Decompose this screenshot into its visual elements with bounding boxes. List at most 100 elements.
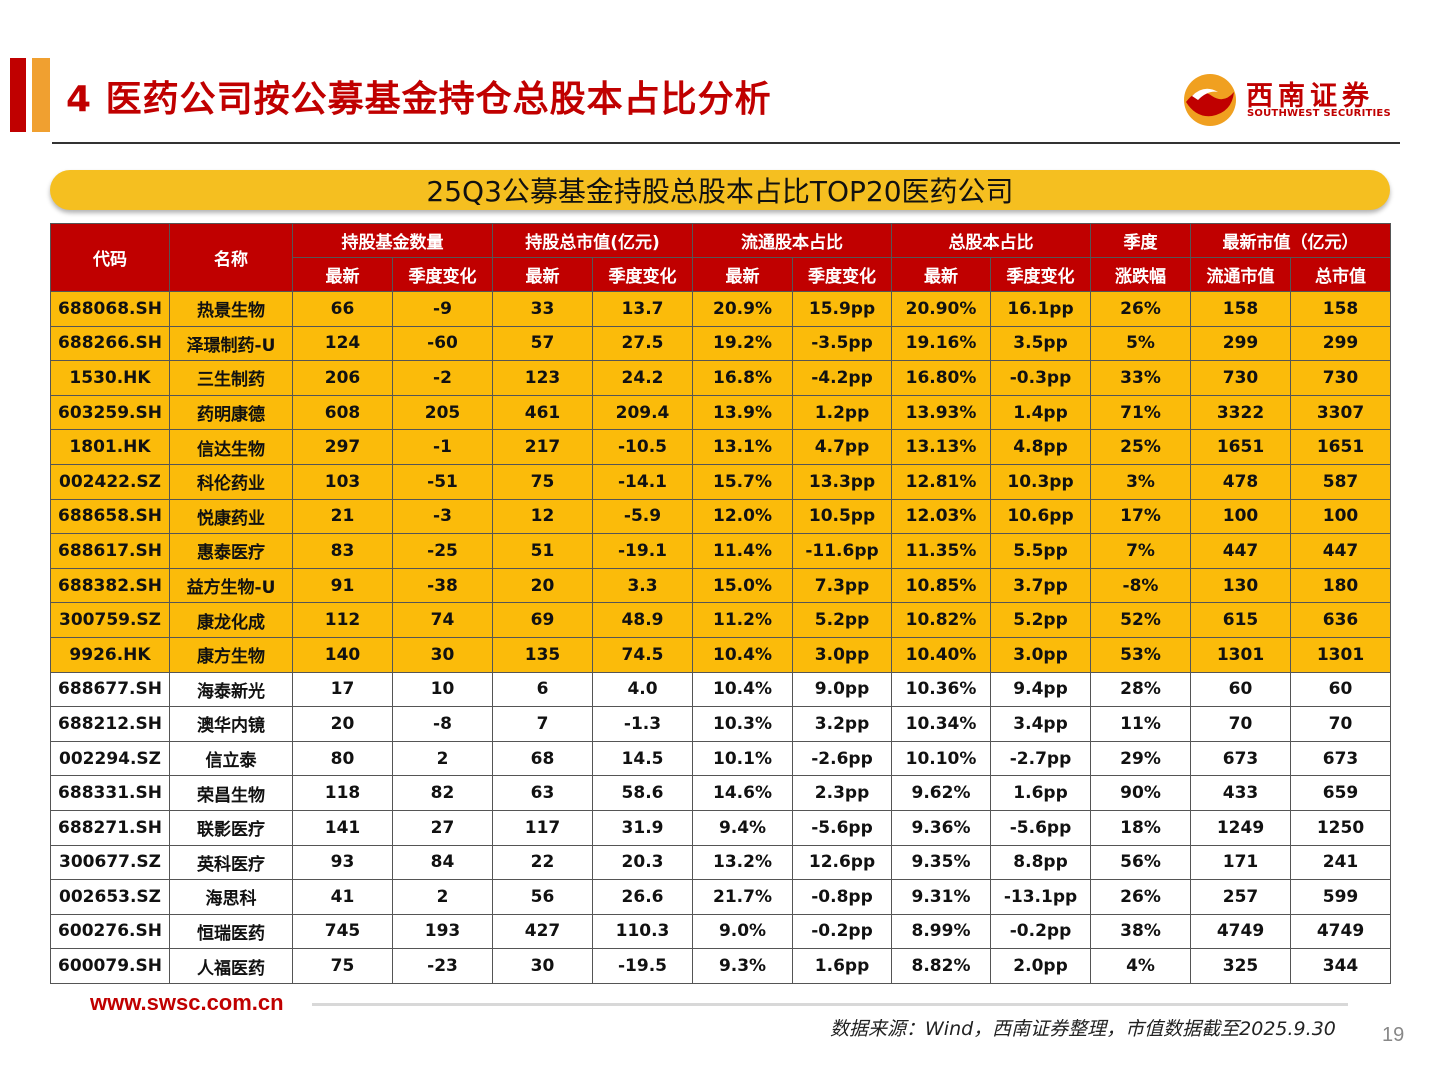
value-cell: 1.4pp [990,394,1092,431]
subheader-value-latest: 最新 [492,257,593,292]
subheader-quarter-return: 涨跌幅 [1090,257,1192,292]
value-cell: 52% [1090,602,1192,638]
stock-code-cell: 688677.SH [50,671,170,708]
header-float-ratio: 流通股本占比 [692,223,893,258]
value-cell: 8.8pp [990,844,1092,881]
value-cell: 4.0 [591,671,694,708]
value-cell: 19.2% [692,325,794,362]
value-cell: 48.9 [591,602,694,638]
value-cell: 91 [292,567,393,604]
table-row: 688617.SH 惠泰医疗 83 -25 51 -19.1 11.4% -11.6pp 11.… [50,533,1392,569]
value-cell: 13.1% [692,429,794,465]
value-cell: 100 [1290,498,1392,535]
value-cell: 22 [492,844,593,881]
page-number: 19 [1382,1024,1405,1046]
value-cell: 9.4pp [990,671,1092,708]
value-cell: 70 [1290,706,1392,742]
value-cell: 16.80% [891,360,992,396]
subheader-float-latest: 最新 [692,257,794,292]
value-cell: -0.2pp [990,913,1092,950]
value-cell: 5% [1090,325,1192,362]
value-cell: 12.81% [891,463,992,500]
value-cell: -38 [392,567,493,604]
value-cell: 11.35% [891,533,992,569]
value-cell: 158 [1190,291,1292,327]
table-body: 688068.SH 热景生物 66 -9 33 13.7 20.9% 15.9pp 20.90%… [50,291,1392,984]
value-cell: 7% [1090,533,1192,569]
table-row: 688331.SH 荣昌生物 118 82 63 58.6 14.6% 2.3pp 9.62% 1… [50,775,1392,811]
value-cell: 461 [492,394,593,431]
value-cell: 20.9% [692,291,794,327]
subheader-fund-change: 季度变化 [392,257,493,292]
value-cell: 18% [1090,809,1192,846]
value-cell: 1.6pp [990,775,1092,811]
value-cell: 30 [492,948,593,984]
stock-code-cell: 300677.SZ [50,844,170,881]
value-cell: 57 [492,325,593,362]
footer-divider [312,1003,1348,1006]
value-cell: 158 [1290,291,1392,327]
value-cell: -2 [392,360,493,396]
company-name-cell: 人福医药 [169,948,293,984]
value-cell: -51 [392,463,493,500]
value-cell: 14.5 [591,740,694,777]
value-cell: 745 [292,913,393,950]
value-cell: 66 [292,291,393,327]
value-cell: -1 [392,429,493,465]
table-row: 688271.SH 联影医疗 141 27 117 31.9 9.4% -5.6pp 9.36%… [50,809,1392,846]
value-cell: -23 [392,948,493,984]
value-cell: 10.36% [891,671,992,708]
value-cell: 1301 [1290,636,1392,673]
value-cell: 447 [1290,533,1392,569]
value-cell: 70 [1190,706,1292,742]
value-cell: -2.6pp [792,740,893,777]
value-cell: 13.93% [891,394,992,431]
value-cell: 30 [392,636,493,673]
value-cell: 2.0pp [990,948,1092,984]
value-cell: 10.6pp [990,498,1092,535]
value-cell: 447 [1190,533,1292,569]
value-cell: 12.03% [891,498,992,535]
table-row: 300677.SZ 英科医疗 93 84 22 20.3 13.2% 12.6pp 9.35% 8… [50,844,1392,881]
subheader-fund-latest: 最新 [292,257,393,292]
value-cell: 9.3% [692,948,794,984]
company-name-cell: 惠泰医疗 [169,533,293,569]
value-cell: 9.62% [891,775,992,811]
value-cell: 17% [1090,498,1192,535]
value-cell: 673 [1190,740,1292,777]
value-cell: 180 [1290,567,1392,604]
value-cell: -4.2pp [792,360,893,396]
value-cell: 15.9pp [792,291,893,327]
value-cell: 209.4 [591,394,694,431]
value-cell: 10.34% [891,706,992,742]
value-cell: 25% [1090,429,1192,465]
value-cell: 20.90% [891,291,992,327]
table-row: 688382.SH 益方生物-U 91 -38 20 3.3 15.0% 7.3pp 10.85… [50,567,1392,604]
value-cell: 123 [492,360,593,396]
value-cell: -14.1 [591,463,694,500]
holdings-table: 代码 名称 持股基金数量 持股总市值(亿元) 流通股本占比 总股本占比 季度 最… [50,223,1392,984]
value-cell: 10.4% [692,671,794,708]
value-cell: 193 [392,913,493,950]
value-cell: 299 [1290,325,1392,362]
stock-code-cell: 1530.HK [50,360,170,396]
value-cell: 26% [1090,879,1192,915]
value-cell: 112 [292,602,393,638]
table-row: 600079.SH 人福医药 75 -23 30 -19.5 9.3% 1.6pp 8.82% 2… [50,948,1392,984]
value-cell: 130 [1190,567,1292,604]
stock-code-cell: 688617.SH [50,533,170,569]
southwest-securities-logo: 西南证券 SOUTHWEST SECURITIES [1182,72,1397,128]
stock-code-cell: 603259.SH [50,394,170,431]
value-cell: 118 [292,775,393,811]
value-cell: 10.5pp [792,498,893,535]
stock-code-cell: 600276.SH [50,913,170,950]
value-cell: 82 [392,775,493,811]
table-row: 002422.SZ 科伦药业 103 -51 75 -14.1 15.7% 13.3pp 12.… [50,463,1392,500]
value-cell: 3322 [1190,394,1292,431]
value-cell: 5.2pp [792,602,893,638]
subheader-total-latest: 最新 [891,257,992,292]
header-total-ratio: 总股本占比 [891,223,1092,258]
value-cell: 2 [392,879,493,915]
value-cell: 10.85% [891,567,992,604]
title-accent-bar-orange [32,58,50,132]
